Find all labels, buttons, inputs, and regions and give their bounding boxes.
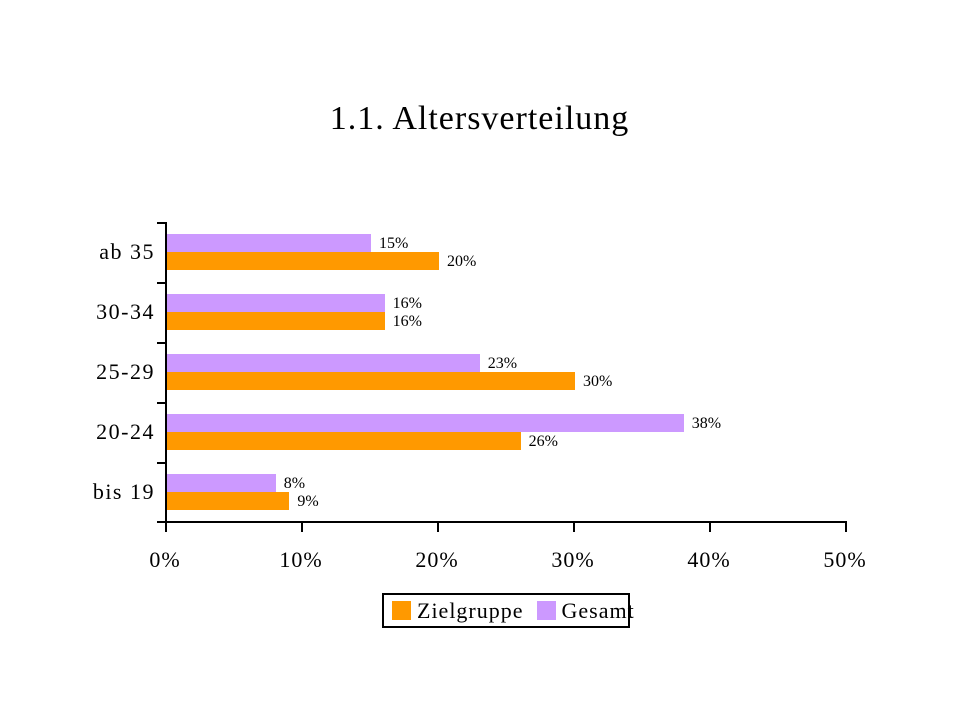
x-tick-label: 30%: [551, 547, 595, 572]
category-label: 25-29: [96, 359, 155, 384]
x-tick-label: 50%: [823, 547, 867, 572]
chart-title: 1.1. Altersverteilung: [329, 100, 630, 137]
legend: Zielgruppe Gesamt: [382, 593, 634, 628]
bar-value-label: 16%: [392, 313, 422, 330]
bar-value-label: 30%: [583, 373, 613, 390]
y-axis-category-labels: ab 35 30-34 25-29 20-24 bis 19: [55, 222, 155, 522]
bar-value-label: 16%: [392, 295, 422, 312]
category-label: 30-34: [96, 299, 155, 324]
x-axis-tick: [845, 523, 847, 532]
bar-zielgruppe: [167, 312, 385, 330]
bar-value-label: 26%: [528, 433, 558, 450]
x-axis-tick: [573, 523, 575, 532]
y-axis-tick: [157, 282, 165, 284]
category-label: ab 35: [99, 239, 155, 264]
bar-gesamt: [167, 294, 385, 312]
x-tick-label: 10%: [279, 547, 323, 572]
bar-gesamt: [167, 234, 371, 252]
category-label: bis 19: [92, 479, 155, 504]
legend-label: Zielgruppe: [417, 597, 524, 623]
bar-gesamt: [167, 474, 276, 492]
x-tick-label: 40%: [687, 547, 731, 572]
bar-zielgruppe: [167, 432, 521, 450]
legend-swatch-zielgruppe: [392, 601, 411, 620]
legend-swatch-gesamt: [536, 601, 556, 620]
x-axis-tick: [437, 523, 439, 532]
bar-value-label: 15%: [379, 235, 409, 252]
y-axis-tick: [157, 462, 165, 464]
bar-value-label: 20%: [447, 253, 477, 270]
legend-entry: Zielgruppe: [392, 598, 524, 624]
bar-value-label: 38%: [691, 415, 722, 432]
bar-value-label: 9%: [297, 493, 319, 510]
x-tick-label: 0%: [149, 547, 181, 572]
x-axis-tick: [301, 523, 303, 532]
x-axis-tick: [165, 523, 167, 532]
bar-zielgruppe: [167, 252, 439, 270]
x-axis-tick-labels: 0% 10% 20% 30% 40% 50%: [149, 547, 865, 577]
bar-gesamt: [167, 414, 684, 432]
y-axis-tick: [157, 402, 165, 404]
bar-gesamt: [167, 354, 480, 372]
y-axis-tick: [157, 521, 165, 523]
y-axis-tick: [157, 342, 165, 344]
bar-value-label: 8%: [283, 475, 306, 492]
bar-zielgruppe: [167, 372, 575, 390]
legend-label: Gesamt: [561, 597, 635, 623]
y-axis-tick: [157, 222, 165, 224]
x-axis-tick: [709, 523, 711, 532]
bar-value-label: 23%: [487, 355, 518, 372]
x-tick-label: 20%: [415, 547, 459, 572]
bar-zielgruppe: [167, 492, 290, 510]
legend-entry: Gesamt: [536, 597, 635, 624]
plot-area: 20% 16% 30% 26% 9% 15% 16% 23% 38% 8%: [157, 222, 847, 532]
category-label: 20-24: [96, 419, 155, 444]
